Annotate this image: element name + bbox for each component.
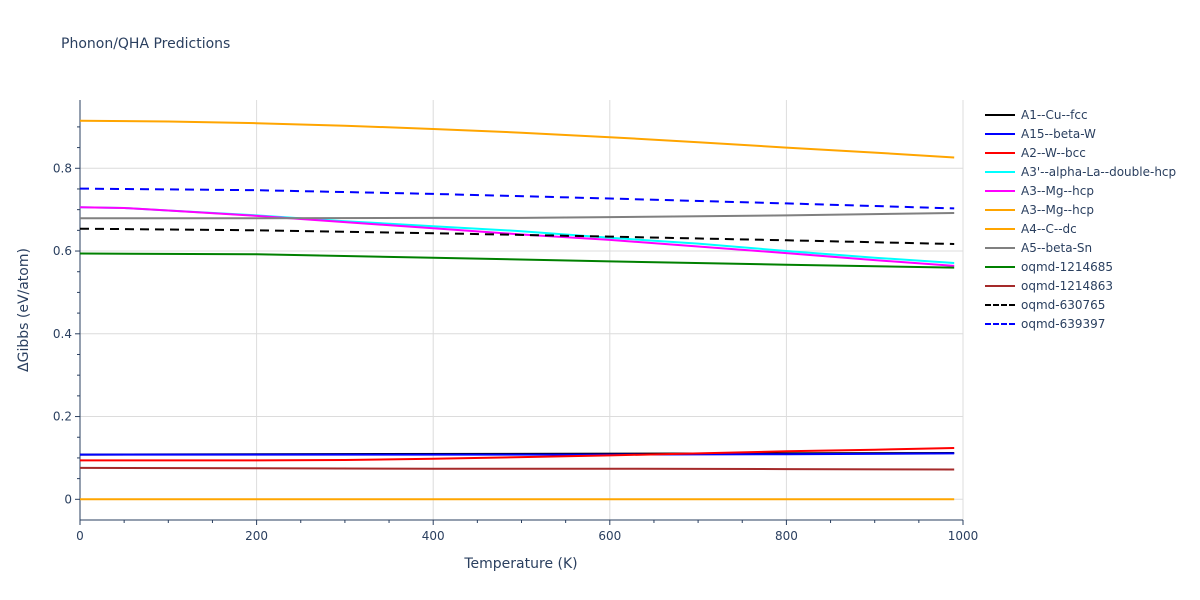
legend-item[interactable]: A15--beta-W	[985, 124, 1176, 143]
legend-swatch	[985, 132, 1015, 135]
axis-lines	[75, 100, 964, 525]
legend-label: A3--Mg--hcp	[1021, 183, 1094, 198]
legend-swatch	[985, 284, 1015, 287]
x-tick-label: 600	[598, 529, 621, 543]
y-tick-label: 0.4	[53, 327, 72, 341]
legend-swatch	[985, 246, 1015, 249]
legend-swatch	[985, 322, 1015, 325]
series-line	[79, 227, 955, 245]
legend-item[interactable]: A3'--alpha-La--double-hcp	[985, 162, 1176, 181]
legend-item[interactable]: oqmd-1214863	[985, 276, 1176, 295]
x-tick-label: 800	[775, 529, 798, 543]
legend-label: A4--C--dc	[1021, 221, 1077, 236]
legend-item[interactable]: A4--C--dc	[985, 219, 1176, 238]
x-tick-label: 200	[245, 529, 268, 543]
chart-title: Phonon/QHA Predictions	[61, 36, 231, 52]
legend-item[interactable]: A3--Mg--hcp	[985, 181, 1176, 200]
legend-swatch	[985, 303, 1015, 306]
x-tick-label: 1000	[948, 529, 979, 543]
series-line	[79, 466, 955, 471]
series-line	[80, 212, 955, 220]
legend-label: A3'--alpha-La--double-hcp	[1021, 164, 1177, 179]
legend-item[interactable]: A3--Mg--hcp	[985, 200, 1176, 219]
legend-swatch	[985, 208, 1015, 211]
y-tick-label: 0.2	[53, 410, 72, 424]
series-line	[79, 187, 955, 210]
grid-lines	[80, 100, 964, 520]
y-axis-title: ΔGibbs (eV/atom)	[16, 248, 32, 372]
legend-label: oqmd-1214863	[1021, 278, 1114, 293]
legend-swatch	[985, 265, 1015, 268]
legend-label: A5--beta-Sn	[1021, 240, 1093, 255]
legend-item[interactable]: A5--beta-Sn	[985, 238, 1176, 257]
legend-label: A3--Mg--hcp	[1021, 202, 1094, 217]
legend-label: oqmd-639397	[1021, 316, 1106, 331]
series-line	[79, 119, 955, 159]
legend-item[interactable]: oqmd-639397	[985, 314, 1176, 333]
tick-labels: 0 200 400 600 800 1000 0 0.2 0.4 0.6 0.8	[53, 161, 978, 543]
legend-swatch	[985, 151, 1015, 154]
series-line	[80, 447, 955, 462]
x-tick-label: 400	[422, 529, 445, 543]
series-line	[79, 206, 955, 267]
legend-swatch	[985, 189, 1015, 192]
legend-swatch	[985, 113, 1015, 116]
legend-item[interactable]: A1--Cu--fcc	[985, 105, 1176, 124]
series-lines	[79, 119, 955, 501]
x-axis-title: Temperature (K)	[463, 556, 577, 572]
legend-item[interactable]: oqmd-630765	[985, 295, 1176, 314]
legend-item[interactable]: oqmd-1214685	[985, 257, 1176, 276]
series-line	[80, 452, 955, 456]
x-tick-label: 0	[76, 529, 84, 543]
y-tick-label: 0.8	[53, 161, 72, 175]
legend: A1--Cu--fcc A15--beta-W A2--W--bcc A3'--alp…	[985, 105, 1176, 333]
legend-label: oqmd-630765	[1021, 297, 1106, 312]
y-tick-label: 0.6	[53, 244, 72, 258]
legend-swatch	[985, 227, 1015, 230]
legend-swatch	[985, 170, 1015, 173]
legend-label: A1--Cu--fcc	[1021, 107, 1088, 122]
legend-item[interactable]: A2--W--bcc	[985, 143, 1176, 162]
legend-label: oqmd-1214685	[1021, 259, 1114, 274]
legend-label: A15--beta-W	[1021, 126, 1096, 141]
series-line	[79, 252, 955, 269]
y-tick-label: 0	[64, 492, 72, 506]
legend-label: A2--W--bcc	[1021, 145, 1086, 160]
